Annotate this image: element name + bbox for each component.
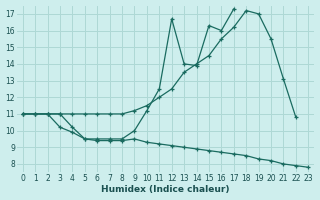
X-axis label: Humidex (Indice chaleur): Humidex (Indice chaleur)	[101, 185, 230, 194]
